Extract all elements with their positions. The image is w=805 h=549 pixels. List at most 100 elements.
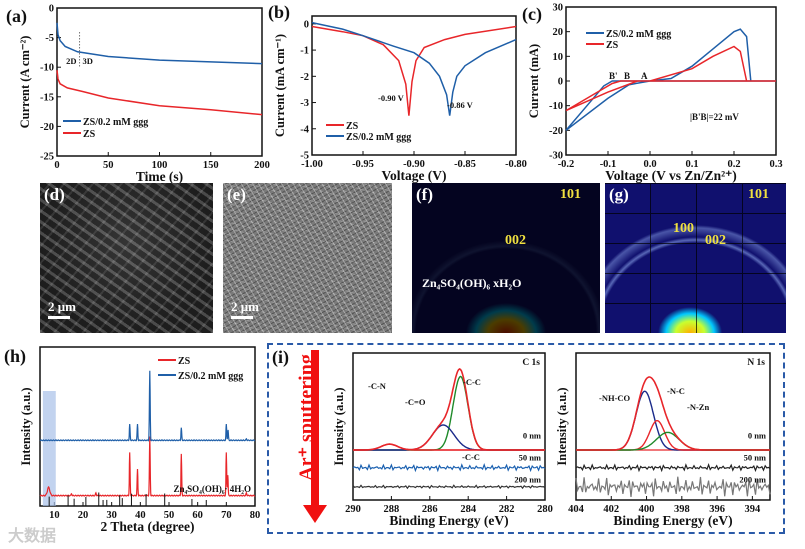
- panel-label-e: (e): [227, 185, 246, 204]
- depth-label: 0 nm: [748, 430, 766, 440]
- sputter-arrowhead: [303, 505, 327, 523]
- x-axis-label: Time (s): [136, 169, 183, 184]
- legend-label: ZS/0.2 mM ggg: [83, 117, 148, 128]
- legend-label: ZS: [83, 129, 96, 140]
- x-tick-label: 288: [384, 504, 400, 515]
- panel-label-f: (f): [416, 185, 433, 204]
- plot-frame-h: [39, 346, 256, 507]
- annotation-b-prime: B': [609, 71, 618, 81]
- y-tick-label: -20: [40, 122, 54, 133]
- x-tick-label: 50: [103, 160, 114, 171]
- y-axis-label: Intensity (a.u.): [332, 387, 346, 465]
- panel-label-a: (a): [6, 6, 27, 27]
- scale-bar: [48, 316, 70, 319]
- depth-label: 50 nm: [744, 452, 766, 462]
- spectrum-title: C 1s: [522, 358, 540, 368]
- y-tick-label: 30: [553, 3, 564, 14]
- annotation-ecorr-ggg: -0.86 V: [447, 100, 474, 110]
- x-tick-label: 10: [49, 510, 60, 521]
- y-tick-label: -1: [300, 46, 309, 57]
- y-tick-label: 0: [304, 19, 309, 30]
- peak-label-100: 100: [673, 221, 694, 236]
- x-tick-label: 404: [568, 504, 585, 515]
- annotation-a: A: [641, 71, 648, 81]
- x-tick-label: 282: [499, 504, 515, 515]
- x-tick-label: 398: [674, 504, 690, 515]
- x-tick-label: -0.1: [600, 159, 617, 170]
- legend-label: ZS: [178, 356, 191, 367]
- x-tick-label: 280: [537, 504, 553, 515]
- xrd-series-line: [39, 370, 256, 442]
- x-tick-label: 394: [744, 504, 761, 515]
- x-tick-label: 30: [106, 510, 117, 521]
- y-tick-label: -4: [300, 124, 309, 135]
- depth-spectrum: [575, 463, 771, 473]
- annotation-ecorr-zs: -0.90 V: [378, 93, 405, 103]
- x-tick-label: -0.90: [403, 159, 425, 170]
- x-tick-label: 286: [422, 504, 438, 515]
- y-tick-label: -10: [40, 63, 54, 74]
- component-label: -N-Zn: [687, 402, 709, 412]
- y-tick-label: 20: [553, 27, 564, 38]
- scale-label: 2 μm: [48, 299, 76, 314]
- panel-label-b: (b): [268, 2, 290, 23]
- x-tick-label: 40: [135, 510, 146, 521]
- highlight-region: [42, 391, 56, 506]
- panel-label-d: (d): [44, 185, 65, 204]
- scale-label: 2 μm: [231, 299, 259, 314]
- annotation-delta: |B'B|=22 mV: [690, 112, 739, 122]
- x-tick-label: 0.2: [727, 159, 740, 170]
- y-tick-label: 10: [553, 52, 564, 63]
- peak-label-002: 002: [705, 233, 726, 248]
- xrd-series-line: [39, 436, 256, 497]
- panel-label-h: (h): [4, 346, 26, 367]
- peak-label-101: 101: [560, 187, 581, 202]
- x-tick-label: 402: [603, 504, 619, 515]
- component-label: -C-N: [368, 381, 387, 391]
- spectrum-title: N 1s: [747, 358, 765, 368]
- x-axis-label: Voltage (V): [381, 168, 446, 183]
- x-tick-label: 50: [164, 510, 175, 521]
- envelope-fit: [576, 376, 770, 451]
- series-line: [311, 25, 517, 116]
- y-tick-label: 0: [49, 4, 54, 15]
- legend-label: ZS: [346, 121, 359, 132]
- component-label: -N-C: [667, 386, 685, 396]
- xps-group-box: [267, 343, 785, 534]
- y-tick-label: -5: [300, 151, 309, 162]
- x-axis-label: Binding Energy (eV): [613, 513, 732, 528]
- x-axis-label: 2 Theta (degree): [101, 519, 195, 534]
- y-axis-label: Intensity (a.u.): [19, 387, 33, 465]
- phase-label: Zn₄SO₄(OH)₆ xH₂O: [422, 276, 522, 290]
- legend-label: ZS/0.2 mM ggg: [606, 29, 671, 40]
- x-tick-label: 0.3: [769, 159, 782, 170]
- component-label: -NH-CO: [599, 393, 631, 403]
- giwaxs-image-f: (f) 101 002 Zn₄SO₄(OH)₆ xH₂O: [412, 183, 600, 333]
- x-tick-label: 200: [254, 160, 270, 171]
- panel-label-g: (g): [609, 185, 629, 204]
- series-line: [56, 70, 263, 116]
- y-axis-label: Current (A cm⁻²): [18, 36, 32, 129]
- x-axis-label: Binding Energy (eV): [389, 513, 508, 528]
- x-tick-label: 100: [152, 160, 168, 171]
- legend-label: ZS/0.2 mM ggg: [346, 132, 411, 143]
- x-tick-label: -0.80: [505, 159, 527, 170]
- x-tick-label: 0: [54, 160, 59, 171]
- reference-label: Zn₄SO₄(OH)₆· 4H₂O: [173, 484, 251, 494]
- depth-label: 200 nm: [739, 474, 766, 484]
- x-tick-label: -1.00: [301, 159, 323, 170]
- annotation-3d: 3D: [83, 56, 93, 66]
- panel-label-i: (i): [272, 347, 289, 368]
- y-tick-label: -2: [300, 72, 309, 83]
- giwaxs-image-g: (g) 101 100 002: [605, 183, 786, 333]
- y-tick-label: -3: [300, 98, 309, 109]
- x-tick-label: 150: [203, 160, 219, 171]
- series-line: [565, 45, 776, 112]
- x-tick-label: -0.95: [352, 159, 374, 170]
- depth-spectrum: [352, 484, 546, 490]
- legend-label: ZS/0.2 mM ggg: [178, 371, 243, 382]
- annotation-b: B: [624, 71, 630, 81]
- peak-label-002: 002: [505, 233, 526, 248]
